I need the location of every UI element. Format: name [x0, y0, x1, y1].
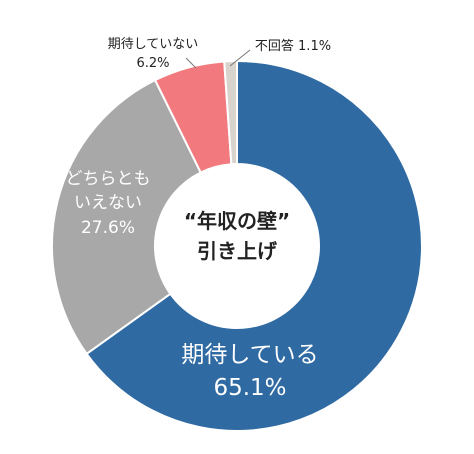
- slice-label-1-line-2: 27.6%: [81, 218, 135, 238]
- slice-label-2-line-1: 6.2%: [136, 56, 169, 71]
- leader-line-2: [185, 57, 197, 69]
- slice-3: [223, 59, 238, 166]
- center-label-line-1: “年収の壁”: [184, 209, 290, 233]
- slice-1: [51, 78, 203, 356]
- slice-label-1-line-1: いえない: [74, 193, 142, 213]
- slice-label-2-line-0: 期待していない: [108, 37, 199, 52]
- slice-0: [85, 59, 423, 432]
- leader-line-3: [229, 49, 251, 67]
- center-label: “年収の壁” 引き上げ: [184, 209, 290, 263]
- slice-label-0-line-0: 期待している: [181, 342, 318, 368]
- slice-label-3-line-0: 不回答 1.1%: [255, 38, 331, 54]
- center-label-line-2: 引き上げ: [197, 239, 278, 263]
- leader-lines: [185, 49, 251, 69]
- donut-slices: [51, 59, 423, 432]
- slice-label-1-line-0: どちらとも: [66, 169, 151, 189]
- slice-label-0-line-1: 65.1%: [213, 375, 286, 401]
